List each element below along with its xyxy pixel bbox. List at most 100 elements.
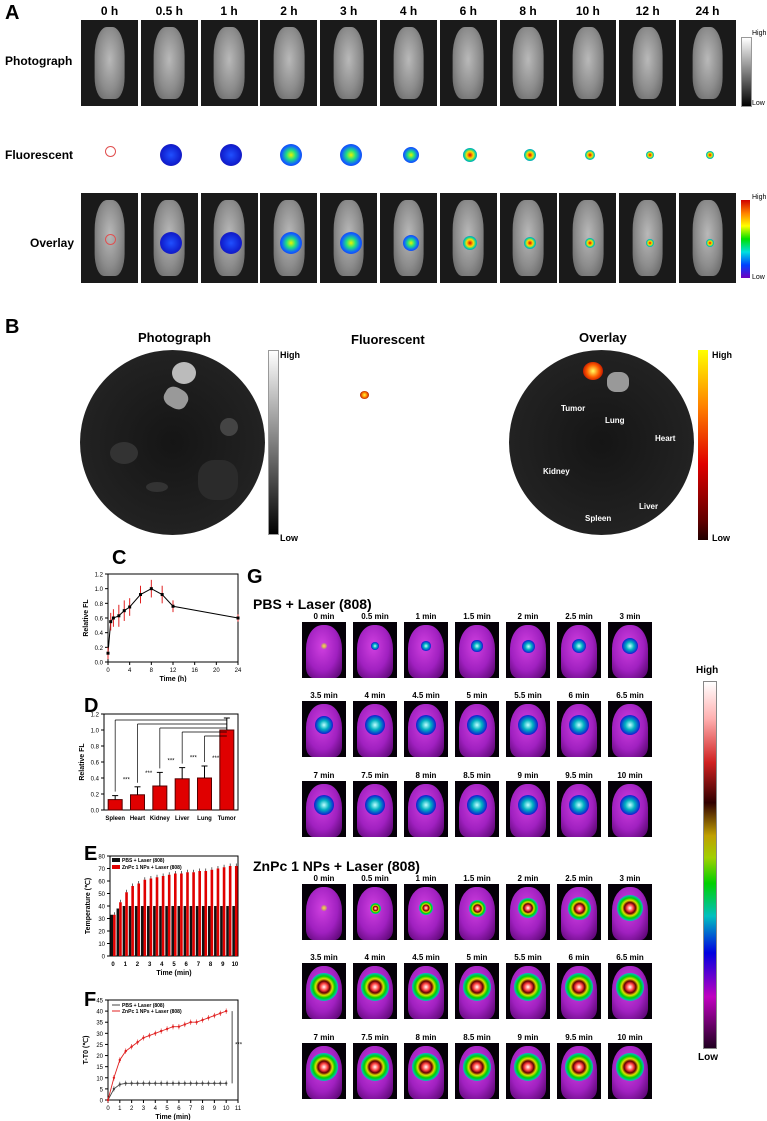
znpc-thermal-tile (353, 884, 397, 940)
significance-mark: *** (167, 758, 175, 764)
fluorescence-signal (524, 237, 537, 249)
bar (174, 778, 190, 811)
bar-pbs (201, 906, 205, 956)
pbs-thermal-tile (608, 622, 652, 678)
group-title-pbs: PBS + Laser (808) (253, 596, 372, 612)
bar-pbs (214, 906, 217, 956)
data-point (128, 605, 132, 609)
bar-znpc (167, 874, 171, 956)
thermal-time-label: 3 min (619, 612, 641, 621)
data-point (130, 1082, 133, 1085)
x-tick-label: 6 (177, 1106, 181, 1112)
heat-spot (521, 639, 535, 653)
bar-znpc (155, 877, 159, 956)
pbs-thermal-tile (557, 781, 601, 837)
heat-spot (416, 795, 436, 815)
znpc-thermal-tile (404, 963, 448, 1019)
data-point (124, 1049, 127, 1053)
chart-d-organ-fl-bar: D 0.0 0.2 0.4 0.6 0.8 1.0 1.2 Relative FL Spleen H… (79, 695, 239, 822)
bar-znpc (180, 873, 183, 956)
heat-spot (514, 1053, 542, 1081)
bar-znpc (210, 869, 214, 956)
heat-spot (314, 795, 334, 815)
thermal-colorbar-g (703, 681, 717, 1049)
heat-spot (310, 973, 338, 1001)
data-point (106, 651, 110, 655)
x-tick-label: 1 (124, 962, 128, 968)
legend-label-pbs: PBS + Laser (808) (122, 858, 165, 864)
colorbar-a-low-label: Low (752, 100, 765, 107)
y-tick-label: 0.0 (91, 809, 100, 815)
bar-pbs (165, 906, 168, 956)
bar-znpc (137, 883, 141, 956)
pbs-thermal-tile (404, 622, 448, 678)
panel-letter-g: G (247, 566, 263, 588)
fluorescence-signal (220, 143, 243, 166)
znpc-thermal-tile (302, 963, 346, 1019)
photo-tile-0 (81, 20, 138, 106)
fl-tile-4 (320, 108, 378, 191)
bar-pbs (116, 908, 120, 956)
mouse-body (572, 200, 604, 276)
photo-tile-6 (439, 20, 497, 106)
data-point (171, 1082, 175, 1085)
legend-label-znpc: ZnPc 1 NPs + Laser (808) (122, 865, 182, 871)
y-tick-label: 0 (100, 1099, 104, 1105)
thermal-time-label: 9.5 min (565, 1033, 593, 1042)
overlay-tile-4 (320, 193, 378, 283)
organ-heart-photo (220, 418, 238, 436)
y-tick-label: 0 (102, 955, 106, 961)
fluorescence-signal (463, 147, 478, 162)
x-axis-label: Time (min) (155, 1114, 190, 1120)
thermal-time-label: 0 min (313, 612, 335, 621)
thermal-time-label: 8 min (415, 1033, 437, 1042)
bar-znpc (149, 878, 153, 956)
pbs-thermal-tile (353, 781, 397, 837)
pbs-thermal-tile (506, 622, 550, 678)
bar (197, 777, 212, 811)
roi-circle (104, 234, 116, 246)
significance-mark: *** (123, 778, 131, 784)
time-label-8: 10 h (575, 4, 600, 18)
x-tick-label: 12 (170, 668, 177, 674)
time-label-7: 8 h (519, 4, 537, 18)
data-point (142, 1082, 145, 1085)
y-tick-label: 15 (96, 1065, 103, 1071)
organ-kidney-photo (110, 442, 138, 464)
pbs-thermal-tile (353, 701, 397, 757)
data-point (236, 616, 240, 620)
thermal-time-label: 1 min (415, 874, 437, 883)
heat-spot (571, 638, 587, 654)
colorbar-a-high-label: High (752, 30, 767, 37)
data-point (224, 1009, 228, 1013)
fluorescent-tumor-spot (360, 391, 369, 399)
thermal-time-label: 3.5 min (310, 953, 338, 962)
time-label-1: 0.5 h (155, 4, 183, 18)
significance-mark: *** (235, 1043, 243, 1049)
thermal-time-label: 2 min (517, 612, 539, 621)
data-point (224, 1082, 228, 1085)
mouse-thermal-body (305, 887, 343, 940)
x-tick-label: 7 (197, 962, 201, 968)
mouse-thermal-body (356, 887, 394, 940)
bar-pbs (232, 906, 235, 956)
y-tick-label: 40 (96, 1010, 103, 1016)
y-tick-label: 0.6 (95, 617, 104, 623)
bar-znpc (228, 866, 232, 956)
heat-spot (518, 898, 538, 918)
pbs-thermal-tile (455, 701, 499, 757)
pbs-thermal-tile (608, 701, 652, 757)
y-tick-label: 45 (96, 999, 103, 1005)
heat-spot (371, 642, 379, 650)
time-label-0: 0 h (100, 4, 119, 18)
panel-letter-b: B (5, 316, 20, 338)
mouse-body (393, 26, 424, 100)
x-tick-label: 0 (111, 962, 115, 968)
znpc-thermal-tile (608, 1043, 652, 1099)
data-point (201, 1082, 204, 1085)
fluorescence-signal (645, 150, 654, 159)
thermal-time-label: 7.5 min (361, 771, 389, 780)
data-point (117, 614, 121, 618)
data-point (109, 620, 113, 624)
